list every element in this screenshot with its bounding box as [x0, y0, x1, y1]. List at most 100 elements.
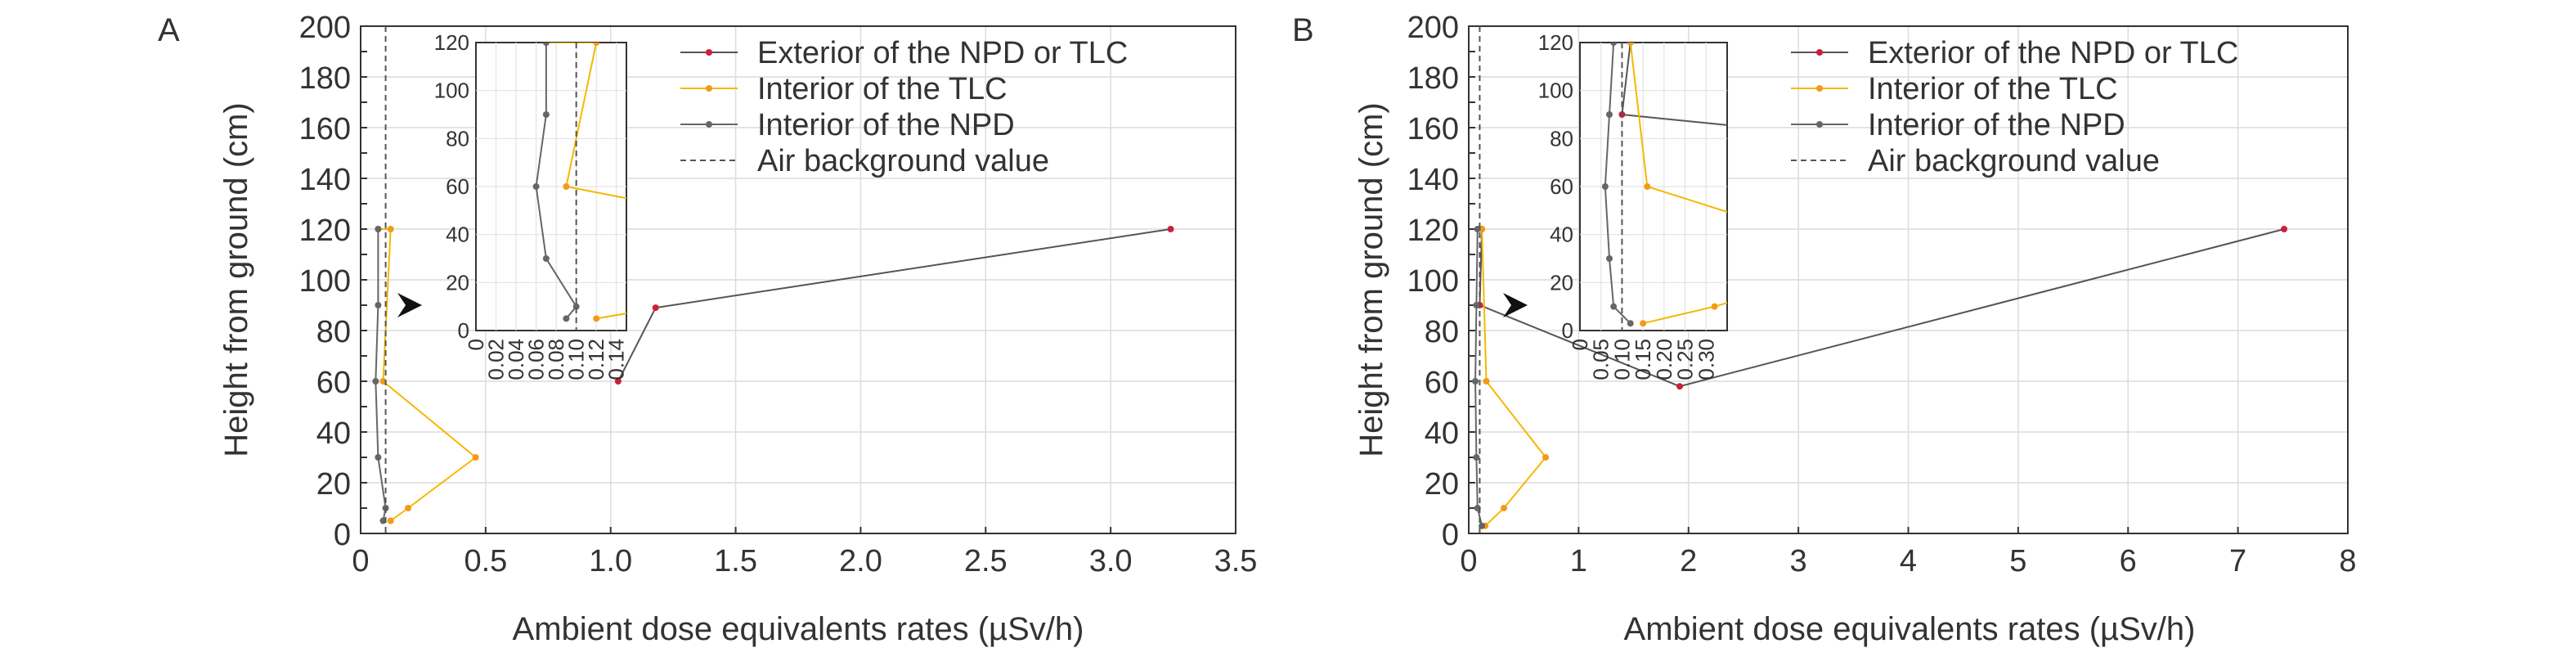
data-point — [1601, 183, 1609, 190]
data-point — [2384, 188, 2390, 195]
series-a — [372, 26, 1174, 533]
x-tick-label: 3.5 — [1214, 544, 1258, 578]
data-point — [379, 517, 387, 524]
x-axis-title-a: Ambient dose equivalents rates (µSv/h) — [513, 611, 1084, 647]
series-b — [1472, 26, 2288, 533]
inset-series-a — [532, 43, 1512, 331]
inset-y-tick-label: 40 — [1550, 223, 1573, 247]
inset-x-tick-label: 0 — [1568, 339, 1592, 350]
data-point — [375, 454, 382, 461]
inset-y-tick-label: 20 — [446, 270, 469, 295]
y-tick-label: 0 — [1442, 518, 1459, 552]
data-point — [1640, 320, 1647, 327]
inset-x-tick-label: 0.10 — [564, 339, 589, 380]
series-line — [1621, 43, 1727, 126]
data-point — [1483, 378, 1490, 385]
y-tick-label: 120 — [1407, 214, 1459, 248]
y-tick-label: 80 — [1425, 315, 1459, 349]
y-axis-title-b: Height from ground (cm) — [1353, 102, 1389, 457]
inset-x-tick-label: 0 — [464, 339, 488, 350]
data-point — [1871, 255, 1878, 262]
inset-x-ticks-a: 00.020.040.060.080.100.120.14 — [464, 339, 629, 380]
legend-marker — [706, 121, 712, 128]
y-ticks-b: 0 20 40 60 80 100 120 140 160 180 200 — [1407, 11, 1475, 552]
data-point — [472, 454, 479, 461]
y-tick-label: 100 — [299, 264, 351, 299]
data-point — [379, 378, 387, 385]
series-line — [1629, 43, 1727, 325]
data-point — [1606, 111, 1613, 118]
y-ticks-a: 0 20 40 60 80 100 120 140 160 180 200 — [299, 11, 367, 552]
y-tick-label: 80 — [316, 315, 351, 349]
inset-series-b — [1601, 43, 2390, 331]
data-point — [1676, 383, 1683, 390]
data-point — [563, 183, 570, 190]
legend-label: Air background value — [757, 144, 1049, 178]
panel-label-b: B — [1292, 12, 1314, 48]
data-point — [2281, 226, 2288, 232]
legend-label: Exterior of the NPD or TLC — [757, 36, 1128, 70]
y-tick-label: 60 — [316, 366, 351, 400]
legend-marker — [706, 49, 712, 56]
x-tick-label: 2 — [1680, 544, 1697, 578]
legend-marker — [1816, 85, 1823, 92]
inset-x-tick-label: 0.08 — [544, 339, 568, 380]
series-line — [1479, 228, 2285, 388]
y-tick-label: 20 — [316, 467, 351, 502]
inset-x-tick-label: 0.25 — [1673, 339, 1698, 380]
data-point — [1627, 320, 1634, 327]
y-tick-label: 140 — [299, 163, 351, 197]
series-line — [617, 228, 1171, 382]
data-point — [1542, 454, 1550, 461]
data-point — [1610, 303, 1618, 310]
data-point — [1501, 505, 1507, 511]
inset-y-tick-label: 40 — [446, 223, 469, 247]
x-tick-label: 8 — [2339, 544, 2356, 578]
y-tick-label: 60 — [1425, 366, 1459, 400]
data-point — [405, 505, 412, 511]
data-point — [572, 303, 580, 310]
inset-y-tick-label: 80 — [1550, 126, 1573, 151]
inset-x-tick-label: 0.14 — [604, 339, 629, 380]
inset-y-tick-label: 0 — [1562, 318, 1573, 343]
x-axis-title-b: Ambient dose equivalents rates (µSv/h) — [1624, 611, 2196, 647]
x-tick-label: 0 — [352, 544, 369, 578]
y-tick-label: 180 — [299, 61, 351, 96]
x-ticks-a: 0 0.5 1.0 1.5 2.0 2.5 3.0 3.5 — [352, 527, 1257, 578]
x-tick-label: 1.0 — [589, 544, 632, 578]
x-tick-label: 2.0 — [839, 544, 882, 578]
inset-x-ticks-b: 00.050.100.150.200.250.30 — [1568, 339, 1718, 380]
data-point — [652, 304, 659, 312]
data-point — [1606, 255, 1613, 262]
inset-y-tick-label: 60 — [1550, 174, 1573, 199]
legend-marker — [1816, 121, 1823, 128]
y-tick-label: 180 — [1407, 61, 1459, 96]
y-tick-label: 160 — [299, 112, 351, 146]
x-tick-label: 1 — [1570, 544, 1587, 578]
data-point — [934, 255, 940, 262]
legend-label: Exterior of the NPD or TLC — [1868, 36, 2238, 70]
inset-y-tick-label: 100 — [1538, 79, 1573, 103]
data-point — [1472, 378, 1479, 385]
data-point — [1506, 183, 1512, 190]
y-tick-label: 0 — [334, 518, 351, 552]
data-point — [614, 378, 622, 385]
data-point — [1473, 454, 1480, 461]
legend-label: Interior of the NPD — [757, 108, 1015, 142]
inset-y-ticks-a: 0 20 40 60 80 100 120 — [434, 30, 469, 343]
y-tick-label: 20 — [1425, 467, 1459, 502]
series-line — [1481, 228, 1547, 527]
x-tick-label: 3.0 — [1089, 544, 1133, 578]
legend-a: Exterior of the NPD or TLC Interior of th… — [680, 36, 1128, 178]
inset-y-tick-label: 20 — [1550, 270, 1573, 295]
data-point — [532, 183, 540, 190]
x-ticks-b: 0 1 2 3 4 5 6 7 8 — [1460, 527, 2357, 578]
data-point — [372, 378, 379, 385]
inset-y-tick-label: 100 — [434, 79, 469, 103]
inset-y-tick-label: 120 — [1538, 30, 1573, 55]
data-point — [387, 226, 394, 232]
inset-x-tick-label: 0.04 — [504, 339, 528, 380]
